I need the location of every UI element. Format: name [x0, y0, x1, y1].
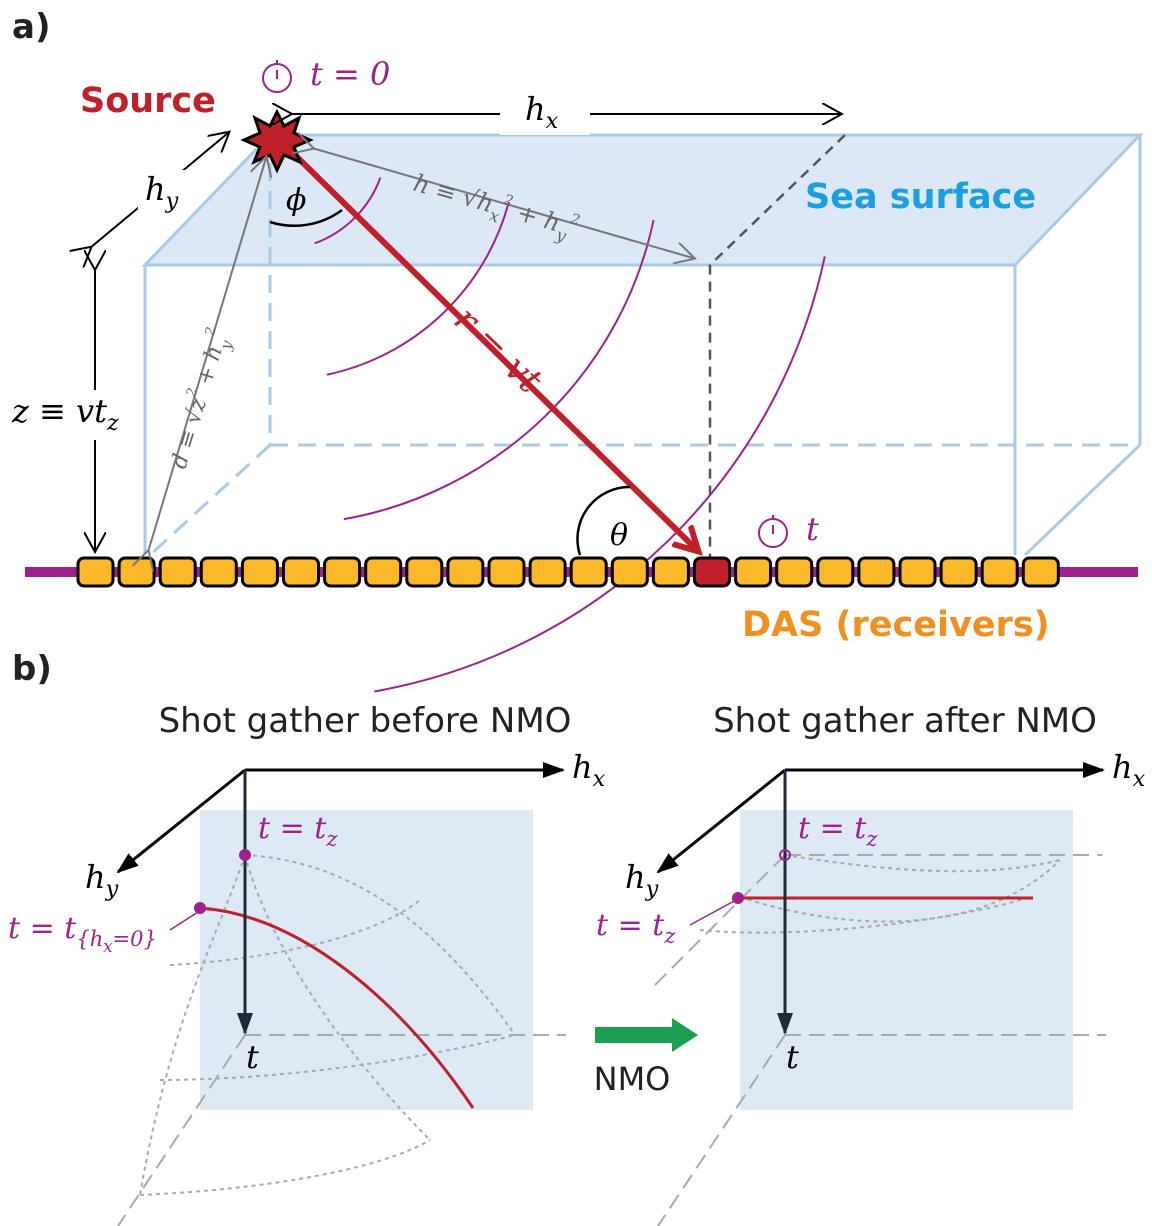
receiver: [695, 558, 730, 586]
receiver-time: t: [806, 510, 819, 548]
panel-label: a): [12, 7, 50, 47]
receiver: [982, 558, 1017, 586]
zero-offset-label: t = t{hx=0}: [8, 911, 157, 956]
panel-a: a) Source t = 0 hx hy Sea surface h ≡ √h…: [10, 7, 1140, 691]
leader: [690, 900, 736, 925]
label-part: t = t: [258, 811, 327, 846]
label-part: t: [246, 1038, 259, 1076]
label-part: y: [105, 876, 119, 902]
hx-label: hx: [1112, 748, 1146, 792]
label-part: =0}: [113, 927, 157, 951]
timer-icon: [263, 60, 291, 92]
hy-label: hy: [625, 858, 659, 902]
receiver: [242, 558, 277, 586]
label-part: x: [546, 108, 559, 134]
label-part: z: [325, 827, 338, 851]
label-part: t = t: [8, 911, 77, 946]
receiver: [489, 558, 524, 586]
nmo-arrow-head: [672, 1018, 698, 1052]
receiver: [941, 558, 976, 586]
hy-label: hy: [85, 858, 119, 902]
apex-point: [240, 850, 250, 860]
label-part: y: [165, 188, 179, 214]
label-part: h: [1112, 748, 1133, 786]
nmo-label: NMO: [594, 1060, 671, 1098]
label-part: z: [663, 924, 676, 948]
label-part: 2: [202, 325, 219, 338]
hx-label: hx: [572, 748, 606, 792]
receiver: [859, 558, 894, 586]
label-part: t = 0: [310, 55, 390, 93]
label-part: h: [625, 858, 646, 896]
receiver: [366, 558, 401, 586]
label-part: z: [865, 827, 878, 851]
receiver: [201, 558, 236, 586]
receiver: [160, 558, 195, 586]
label-part: h: [525, 90, 546, 128]
receiver: [448, 558, 483, 586]
receiver: [571, 558, 606, 586]
label-part: y: [645, 876, 659, 902]
t-label: t: [786, 1038, 799, 1076]
label-part: + h: [190, 343, 228, 395]
apex-label: t = tz: [798, 811, 878, 851]
receiver: [78, 558, 113, 586]
sea-surface-label: Sea surface: [805, 177, 1036, 217]
receiver: [284, 558, 319, 586]
source-label: Source: [80, 81, 216, 121]
theta-label: θ: [610, 518, 628, 553]
receiver: [818, 558, 853, 586]
depth-label: z ≡ vtz: [11, 392, 119, 436]
receiver: [530, 558, 565, 586]
receiver: [777, 558, 812, 586]
das-label: DAS (receivers): [742, 605, 1050, 645]
title: Shot gather before NMO: [159, 701, 572, 741]
receiver: [736, 558, 771, 586]
label-part: z: [106, 410, 119, 436]
guide-curve: [140, 1140, 430, 1195]
t-label: t: [246, 1038, 259, 1076]
apex-label: t = tz: [258, 811, 338, 851]
label-part: z ≡ vt: [11, 392, 107, 430]
receiver: [612, 558, 647, 586]
label-part: t = t: [596, 908, 665, 943]
figure: a) Source t = 0 hx hy Sea surface h ≡ √h…: [0, 0, 1152, 1226]
label-part: ϕ: [286, 183, 306, 218]
flat-label: t = tz: [596, 908, 676, 948]
distance-label: d ≡ √z2 + hy2: [163, 325, 239, 473]
panel-b: b) Shot gather before NMOhxhytt = tzt = …: [8, 649, 1146, 1226]
leader: [170, 912, 198, 930]
receiver: [1023, 558, 1058, 586]
label-part: t: [806, 510, 819, 548]
label-part: h: [572, 748, 593, 786]
receiver: [900, 558, 935, 586]
panel-label: b): [12, 649, 52, 689]
label-part: h: [85, 858, 106, 896]
receiver: [653, 558, 688, 586]
timer-icon: [759, 515, 787, 547]
event-point: [194, 902, 206, 914]
receiver: [325, 558, 360, 586]
receiver: [119, 558, 154, 586]
receiver: [407, 558, 442, 586]
label-part: t = t: [798, 811, 867, 846]
gather-after: Shot gather after NMOhxhytt = tzt = tz: [596, 701, 1146, 1226]
label-part: x: [593, 766, 606, 792]
source-star: [244, 112, 310, 170]
label-part: d ≡ √: [167, 406, 209, 472]
label-part: {h: [76, 927, 103, 951]
phi-label: ϕ: [286, 183, 306, 218]
label-part: x: [1133, 766, 1146, 792]
label-part: t: [786, 1038, 799, 1076]
event-point: [732, 892, 744, 904]
source-time: t = 0: [310, 55, 390, 93]
title: Shot gather after NMO: [713, 701, 1097, 741]
label-part: θ: [610, 518, 628, 553]
label-part: h: [145, 170, 166, 208]
